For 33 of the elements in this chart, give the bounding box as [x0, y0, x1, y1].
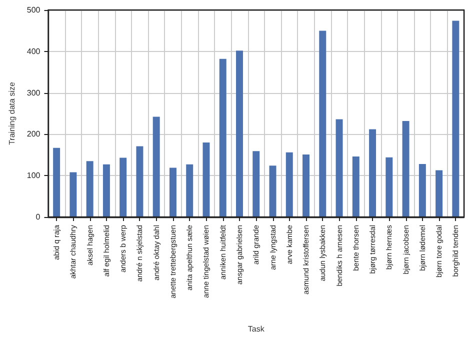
bar	[152, 116, 160, 217]
bar	[436, 170, 443, 217]
bar	[70, 172, 77, 217]
bar	[402, 120, 410, 217]
bar	[136, 146, 144, 217]
bar	[286, 152, 293, 217]
bar	[252, 151, 260, 217]
bar	[53, 148, 60, 217]
bar	[120, 158, 127, 217]
bar	[202, 142, 210, 217]
y-tick-label: 0	[36, 212, 41, 222]
y-tick-label: 300	[26, 88, 41, 98]
bar	[102, 164, 110, 217]
bar	[386, 157, 393, 217]
y-tick-label: 400	[26, 46, 41, 56]
bar	[319, 30, 326, 217]
bar	[352, 156, 360, 217]
y-tick-label: 100	[26, 171, 41, 180]
bar	[452, 20, 460, 217]
bar	[269, 166, 276, 217]
y-axis-title: Training data size	[8, 82, 16, 145]
bar	[86, 161, 94, 217]
bar	[302, 154, 310, 217]
bar	[219, 58, 226, 217]
y-tick-label: 500	[26, 6, 41, 14]
bar	[169, 168, 176, 217]
bar	[418, 164, 426, 217]
bar	[186, 164, 194, 217]
bar	[236, 50, 243, 217]
y-tick-label: 200	[26, 130, 41, 139]
bar	[336, 119, 343, 217]
bar	[369, 129, 376, 217]
x-axis-title: Task	[248, 324, 266, 334]
